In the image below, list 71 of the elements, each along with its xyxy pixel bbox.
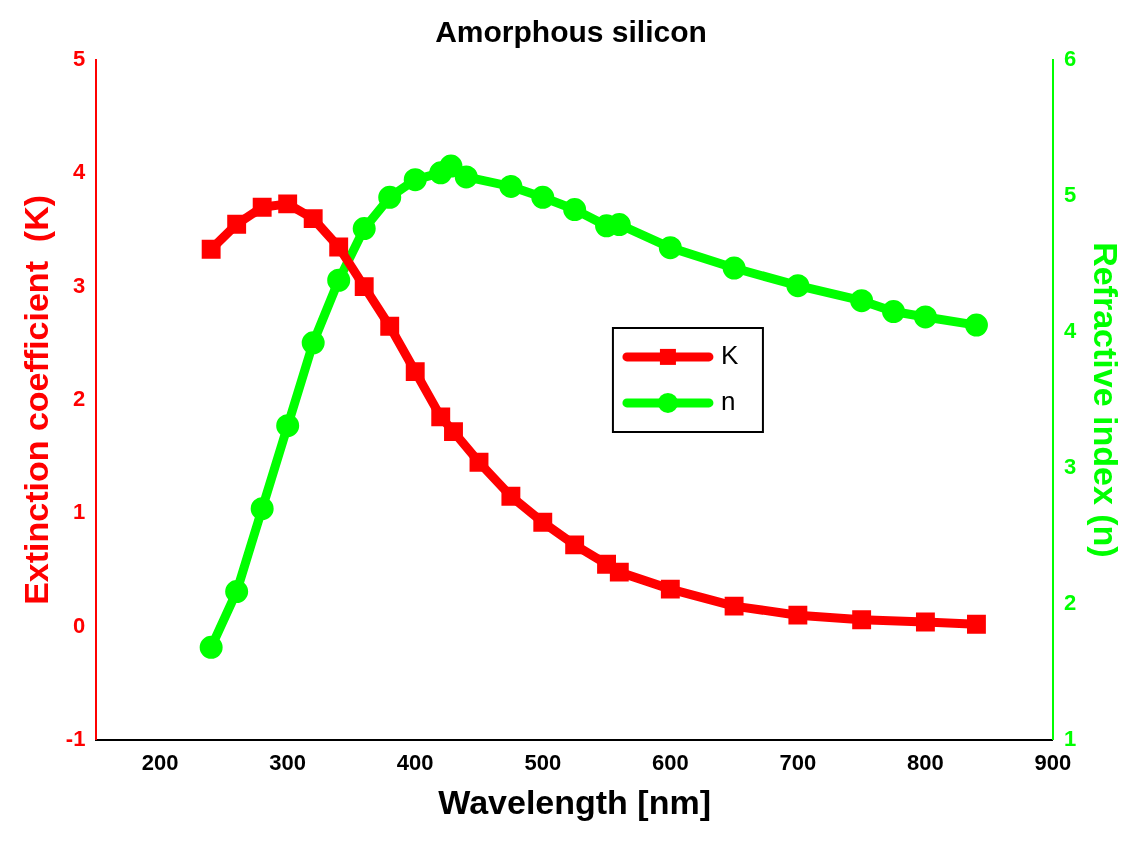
y2-axis-title: Refractive index (n)	[1087, 242, 1126, 558]
point	[966, 614, 986, 634]
point	[329, 237, 349, 257]
point	[788, 605, 808, 625]
point	[431, 407, 451, 427]
y2-tick-label: 5	[1063, 182, 1077, 208]
x-tick-label: 200	[141, 750, 179, 776]
x-tick-label: 600	[651, 750, 689, 776]
point	[915, 612, 935, 632]
y-tick-label: 4	[73, 159, 87, 185]
point	[658, 236, 682, 260]
point	[563, 198, 587, 222]
legend-label: K	[720, 340, 739, 371]
point	[250, 497, 274, 521]
point	[724, 596, 744, 616]
y2-tick-label: 1	[1063, 725, 1077, 751]
y-tick-label: -1	[65, 725, 86, 751]
point	[227, 214, 247, 234]
point	[964, 313, 988, 337]
x-tick-label: 800	[907, 750, 944, 776]
point	[352, 217, 376, 241]
point	[439, 154, 463, 178]
point	[454, 165, 478, 189]
y-tick-label: 5	[73, 46, 86, 72]
point	[303, 209, 323, 229]
point	[597, 554, 616, 574]
x-tick-label: 700	[779, 750, 817, 776]
x-tick-label: 900	[1034, 750, 1072, 776]
x-tick-label: 400	[396, 750, 434, 776]
point	[327, 268, 351, 292]
point	[278, 194, 298, 214]
x-tick-label: 300	[269, 750, 307, 776]
point	[378, 185, 402, 209]
x-axis-title: Wavelength [nm]	[438, 782, 711, 821]
legend-label: n	[720, 386, 736, 417]
point	[660, 579, 680, 599]
y-tick-label: 3	[73, 272, 86, 298]
point	[499, 174, 523, 198]
y-axis-title: Extinction coefficient (K)	[16, 194, 55, 605]
point	[201, 239, 221, 259]
x-tick-label: 500	[524, 750, 562, 776]
point	[354, 277, 374, 297]
point	[786, 274, 810, 298]
chart-title: Amorphous silicon	[435, 15, 707, 49]
point	[852, 610, 872, 630]
point	[199, 635, 223, 659]
y-tick-label: 1	[73, 499, 86, 525]
point	[609, 562, 629, 582]
point	[531, 185, 555, 209]
point	[403, 168, 427, 192]
y2-tick-label: 4	[1063, 317, 1077, 343]
point	[533, 512, 553, 532]
point	[565, 535, 585, 555]
point	[380, 316, 400, 336]
point	[913, 305, 937, 329]
y2-tick-label: 3	[1063, 453, 1077, 479]
point	[252, 197, 272, 217]
point	[882, 300, 906, 324]
y-tick-label: 2	[73, 385, 86, 411]
point	[301, 331, 325, 355]
point	[405, 362, 425, 382]
y2-tick-label: 6	[1063, 46, 1077, 72]
point	[850, 289, 874, 313]
point	[225, 580, 249, 604]
point	[501, 486, 521, 506]
point	[722, 256, 746, 280]
point	[469, 452, 489, 472]
point	[276, 414, 300, 438]
y-tick-label: 0	[73, 612, 86, 638]
y2-tick-label: 2	[1063, 589, 1077, 615]
point	[444, 422, 463, 442]
